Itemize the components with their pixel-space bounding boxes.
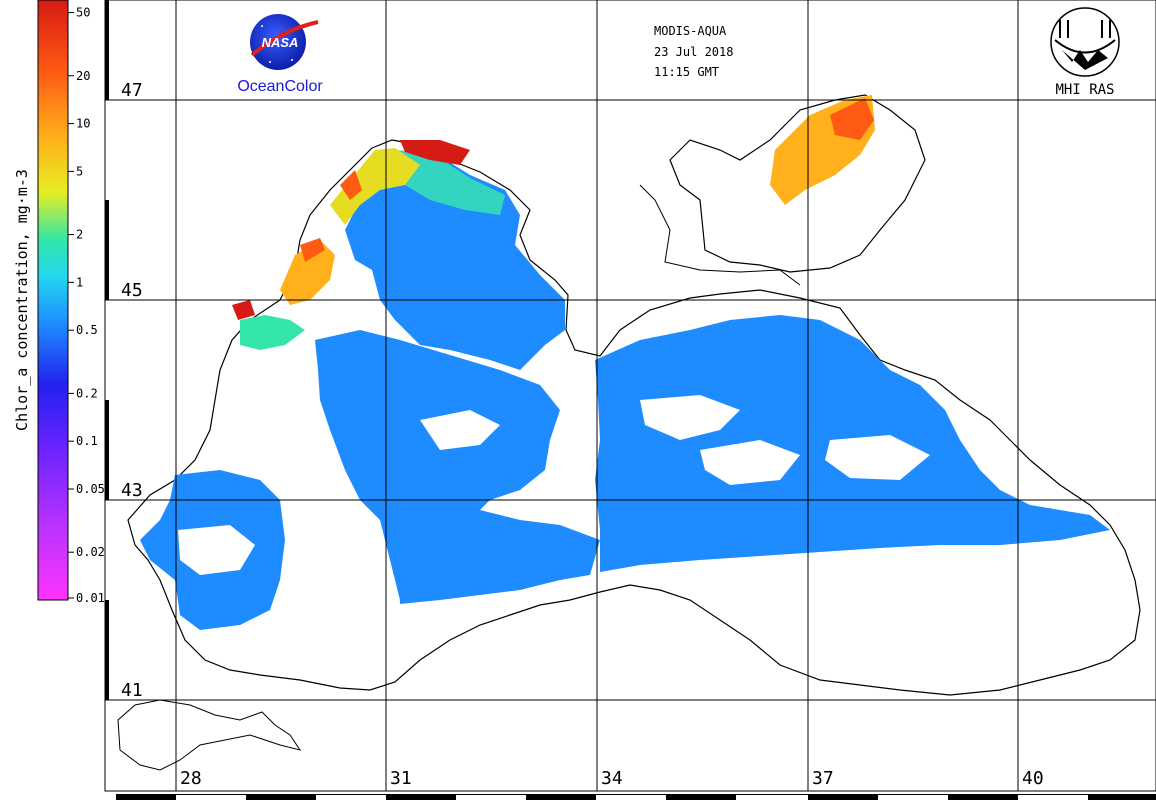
- sea-outline: [127, 139, 1141, 696]
- bottom-scale-bar: [116, 794, 1156, 800]
- chlorophyll-data: [140, 95, 1110, 630]
- lat-label-45: 45: [121, 280, 143, 301]
- lon-label-40: 40: [1022, 768, 1044, 789]
- lat-label-41: 41: [121, 680, 143, 701]
- colorbar-gradient: [37, 0, 69, 601]
- mhi-logo: [1050, 7, 1120, 77]
- colorbar-tick-label: 0.01: [76, 591, 105, 605]
- graticule: [105, 0, 1156, 791]
- lat-label-43: 43: [121, 480, 143, 501]
- colorbar-tick-label: 2: [76, 228, 83, 242]
- colorbar-tick-label: 0.5: [76, 323, 98, 337]
- date-label: 23 Jul 2018: [654, 45, 733, 59]
- plot-frame: [104, 0, 1156, 792]
- oceancolor-label: OceanColor: [237, 78, 323, 95]
- crimea-coast: [639, 184, 801, 286]
- colorbar-tick-label: 50: [76, 6, 90, 20]
- colorbar-title: Chlor_a concentration, mg·m-3: [13, 169, 31, 431]
- colorbar-tick-label: 0.02: [76, 545, 105, 559]
- colorbar-tick-label: 20: [76, 69, 90, 83]
- colorbar-tick-label: 1: [76, 275, 83, 289]
- lon-label-34: 34: [601, 768, 623, 789]
- colorbar-tick-label: 0.1: [76, 434, 98, 448]
- left-scale-bar: [105, 0, 109, 700]
- colorbar-tick-label: 0.05: [76, 482, 105, 496]
- time-label: 11:15 GMT: [654, 65, 719, 79]
- lon-label-31: 31: [390, 768, 412, 789]
- colorbar-tick-label: 10: [76, 117, 90, 131]
- colorbar-tick-label: 0.2: [76, 386, 98, 400]
- nasa-wordmark: NASA: [262, 35, 299, 50]
- lat-label-47: 47: [121, 80, 143, 101]
- lon-label-28: 28: [180, 768, 202, 789]
- mhi-label: MHI RAS: [1055, 82, 1114, 98]
- lon-label-37: 37: [812, 768, 834, 789]
- sensor-label: MODIS-AQUA: [654, 24, 727, 38]
- colorbar-tick-label: 5: [76, 164, 83, 178]
- nasa-logo: NASA: [250, 14, 319, 70]
- azov-outline: [669, 94, 926, 273]
- sea-of-marmara-coast: [117, 699, 302, 771]
- colorbar: 50 20 10 5 2 1 0.5 0.2 0.1 0.05 0.02 0.01 Chlor_a c…: [13, 0, 105, 605]
